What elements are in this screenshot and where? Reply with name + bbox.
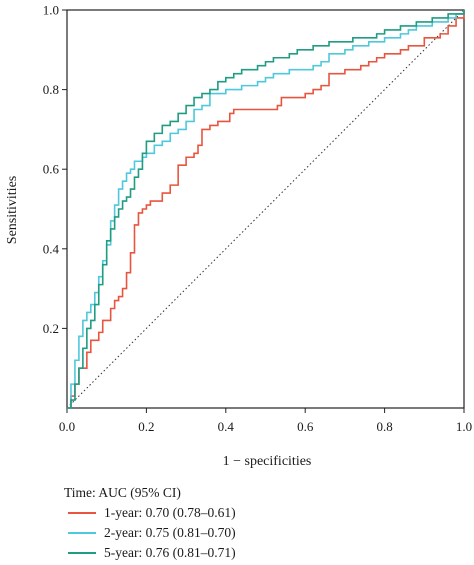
- legend-label: 5-year: 0.76 (0.81–0.71): [104, 545, 236, 560]
- legend-title: Time: AUC (95% CI): [64, 485, 181, 500]
- x-tick-label: 0.4: [218, 419, 235, 434]
- legend-swatch: [68, 532, 96, 534]
- y-tick-label: 0.6: [43, 162, 60, 177]
- x-tick-label: 0.6: [297, 419, 314, 434]
- legend-item-2: 2-year: 0.75 (0.81–0.70): [64, 523, 236, 543]
- series-line-3: [67, 10, 465, 409]
- x-tick-label: 0.2: [138, 419, 154, 434]
- series-line-1: [67, 10, 465, 409]
- x-tick-label: 0.0: [59, 419, 75, 434]
- legend-item-1: 1-year: 0.70 (0.78–0.61): [64, 503, 236, 523]
- plot-frame: [66, 9, 465, 409]
- x-axis-title: 1 − specificities: [223, 454, 312, 469]
- legend-swatch: [68, 512, 96, 514]
- y-tick-label: 1.0: [43, 3, 59, 18]
- axes: [62, 9, 465, 413]
- y-tick-label: 0.2: [43, 321, 59, 336]
- tick-labels: 0.0 0.2 0.4 0.6 0.8 1.0 0.2 0.4 0.6 0.8 1.0: [43, 3, 472, 435]
- x-tick-label: 0.8: [376, 419, 392, 434]
- legend-rows: 1-year: 0.70 (0.78–0.61) 2-year: 0.75 (0.…: [64, 503, 236, 563]
- legend-item-3: 5-year: 0.76 (0.81–0.71): [64, 543, 236, 563]
- series-line-2: [67, 10, 465, 409]
- x-tick-label: 1.0: [456, 419, 472, 434]
- legend-label: 2-year: 0.75 (0.81–0.70): [104, 525, 236, 540]
- reference-line: [66, 9, 465, 409]
- legend-label: 1-year: 0.70 (0.78–0.61): [104, 505, 236, 520]
- y-tick-label: 0.8: [43, 82, 59, 97]
- roc-chart-svg: 0.0 0.2 0.4 0.6 0.8 1.0 0.2 0.4 0.6 0.8 1.0 1 − sp…: [5, 3, 472, 470]
- y-tick-label: 0.4: [43, 241, 60, 256]
- reference-diagonal-line: [66, 9, 465, 409]
- series-group: [67, 10, 465, 409]
- y-axis-title: Sensitivities: [5, 176, 20, 244]
- legend-swatch: [68, 552, 96, 554]
- legend: Time: AUC (95% CI) 1-year: 0.70 (0.78–0.…: [64, 483, 236, 563]
